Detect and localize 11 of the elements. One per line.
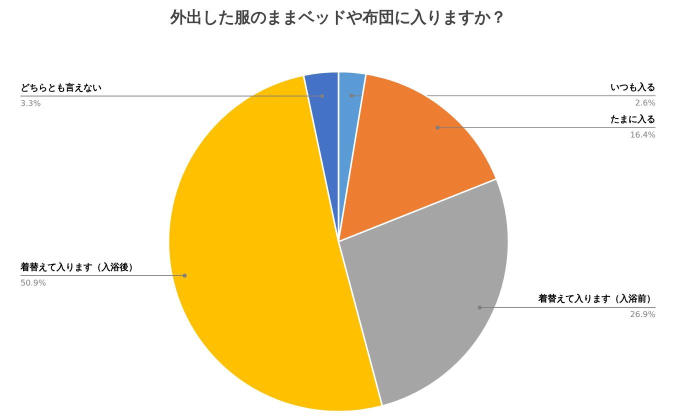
slice-label: たまに入る (610, 114, 656, 125)
data-label: 2.6% (635, 98, 656, 108)
data-label: 26.9% (630, 310, 656, 320)
data-label: 50.9% (20, 278, 46, 288)
data-label: 16.4% (630, 130, 656, 140)
chart-title: 外出した服のままベッドや布団に入りますか？ (170, 8, 506, 26)
slice-label: 着替えて入ります（入浴後） (20, 262, 138, 273)
data-label: 3.3% (20, 98, 42, 108)
slice-label: どちらとも言えない (20, 82, 102, 94)
slice-label: いつも入る (610, 82, 656, 93)
slice-label: 着替えて入ります（入浴前） (538, 294, 656, 305)
